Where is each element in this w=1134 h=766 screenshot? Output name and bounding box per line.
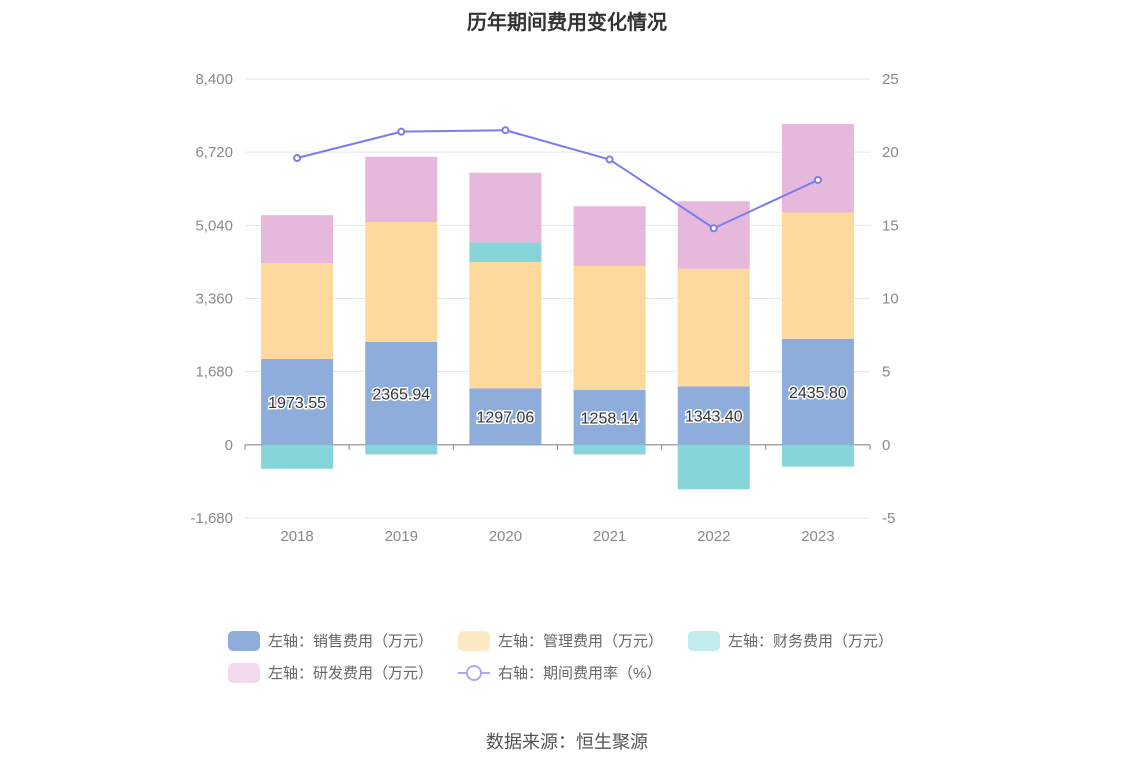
- bar-2-2019: [365, 444, 438, 455]
- data-label: 1297.06: [476, 410, 534, 427]
- x-axis-label: 2019: [385, 528, 418, 545]
- right-axis-tick-label: 5: [882, 364, 890, 381]
- bar-1-2020: [469, 262, 542, 389]
- right-axis-tick-label: 10: [882, 291, 899, 308]
- legend-label-expense-ratio: 右轴：期间费用率（%）: [498, 665, 662, 682]
- right-axis-tick-label: 0: [882, 437, 890, 454]
- bar-0-2022: [677, 386, 750, 445]
- bar-3-2020: [469, 172, 542, 243]
- bar-0-2021: [573, 390, 646, 445]
- expense-ratio-point: [605, 155, 614, 164]
- bar-0-2019: [365, 341, 438, 445]
- legend-line-icon: [458, 663, 490, 683]
- bar-2-2020: [469, 242, 542, 263]
- x-axis-label: 2021: [593, 528, 626, 545]
- bar-1-2019: [365, 222, 438, 342]
- bar-0-2018: [261, 358, 334, 445]
- right-axis-tick-label: 15: [882, 217, 899, 234]
- data-label: 1343.40: [685, 409, 743, 426]
- legend-swatch-finance: [688, 630, 720, 651]
- data-label: 2365.94: [372, 386, 430, 403]
- right-axis-tick-label: -5: [882, 510, 895, 527]
- legend-item-finance[interactable]: 左轴：财务费用（万元）: [688, 630, 893, 651]
- bar-1-2018: [261, 263, 334, 359]
- legend-swatch-sales: [228, 630, 260, 651]
- bar-2-2018: [261, 444, 334, 469]
- data-label: 1973.55: [268, 395, 326, 412]
- left-axis-tick-label: 5,040: [195, 217, 233, 234]
- data-label: 1258.14: [581, 410, 639, 427]
- left-axis-tick-label: 1,680: [195, 364, 233, 381]
- x-axis-label: 2022: [697, 528, 730, 545]
- expense-ratio-point: [397, 127, 406, 136]
- right-axis-tick-label: 20: [882, 144, 899, 161]
- expense-ratio-point: [813, 175, 822, 184]
- legend-item-admin[interactable]: 左轴：管理费用（万元）: [458, 630, 663, 651]
- bar-3-2021: [573, 206, 646, 266]
- expense-ratio-point: [293, 154, 302, 163]
- chart-title: 历年期间费用变化情况: [467, 12, 667, 34]
- legend-item-sales[interactable]: 左轴：销售费用（万元）: [228, 630, 433, 651]
- legend-label-admin: 左轴：管理费用（万元）: [498, 633, 664, 650]
- bar-0-2020: [469, 388, 542, 445]
- x-axis-label: 2020: [489, 528, 522, 545]
- bar-2-2022: [677, 444, 750, 490]
- expense-ratio-point: [709, 224, 718, 233]
- x-axis-label: 2023: [801, 528, 834, 545]
- expense-ratio-line: [296, 129, 819, 230]
- expense-ratio-point: [501, 126, 510, 135]
- bar-2-2021: [573, 444, 646, 455]
- bar-1-2023: [781, 212, 854, 339]
- source-note: 数据来源：恒生聚源: [486, 732, 648, 752]
- left-axis-tick-label: 0: [225, 437, 233, 454]
- left-axis-tick-label: 3,360: [195, 291, 233, 308]
- data-label: 2435.80: [789, 385, 847, 402]
- bar-1-2022: [677, 268, 750, 387]
- bar-1-2021: [573, 265, 646, 391]
- legend-swatch-rnd: [228, 662, 260, 683]
- chart-plot: 8,400 25 6,720 20 5,040 15 3,360 10 1,680 5 0 0 -1,6…: [190, 71, 899, 545]
- left-axis-tick-label: 8,400: [195, 71, 233, 88]
- right-axis-tick-label: 25: [882, 71, 899, 88]
- left-axis-tick-label: -1,680: [190, 510, 233, 527]
- left-axis-tick-label: 6,720: [195, 144, 233, 161]
- legend-item-expense-ratio[interactable]: 右轴：期间费用率（%）: [458, 662, 661, 683]
- legend-label-sales: 左轴：销售费用（万元）: [268, 633, 434, 650]
- bar-0-2023: [781, 338, 854, 445]
- legend-label-finance: 左轴：财务费用（万元）: [728, 633, 894, 650]
- legend-label-rnd: 左轴：研发费用（万元）: [268, 665, 434, 682]
- bar-3-2019: [365, 156, 438, 223]
- x-axis-label: 2018: [280, 528, 313, 545]
- legend-swatch-admin: [458, 630, 490, 651]
- bar-3-2018: [261, 215, 334, 264]
- bar-2-2023: [781, 444, 854, 467]
- bar-3-2023: [781, 124, 854, 213]
- legend-item-rnd[interactable]: 左轴：研发费用（万元）: [228, 662, 433, 683]
